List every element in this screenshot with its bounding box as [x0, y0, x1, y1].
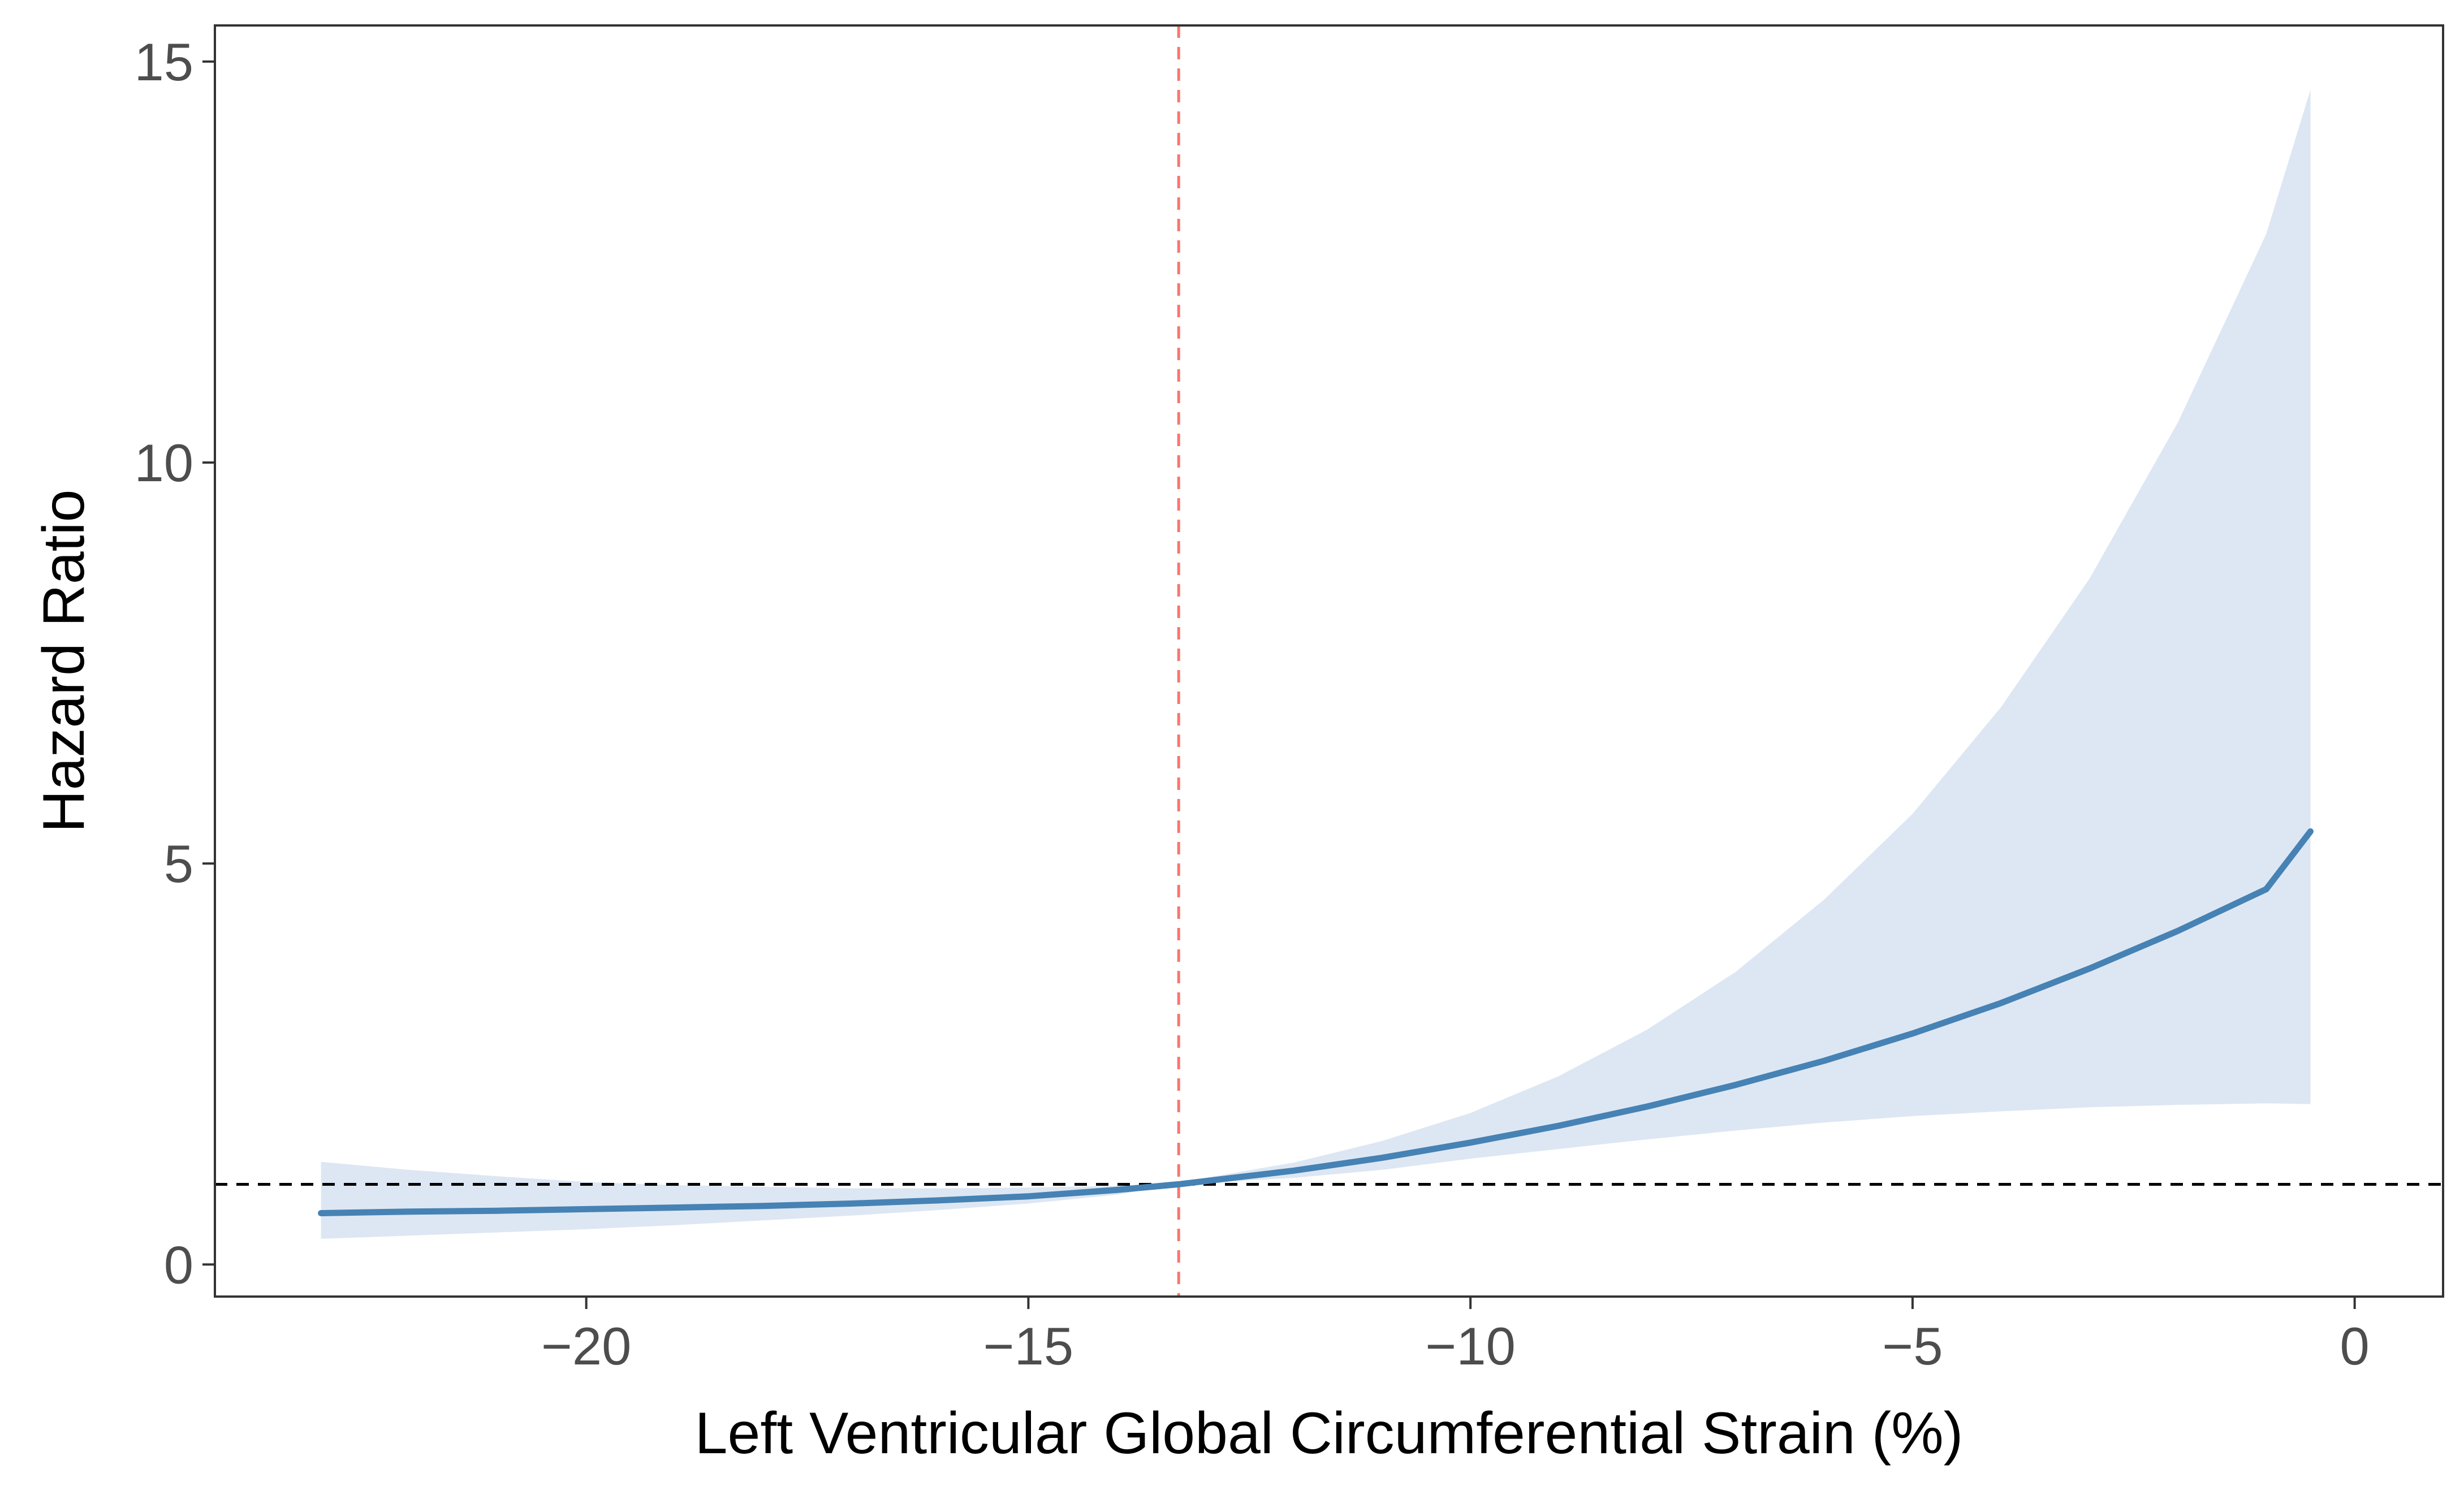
y-axis-title: Hazard Ratio: [31, 490, 97, 833]
x-tick-label: −10: [1425, 1316, 1515, 1376]
x-tick-label: −20: [541, 1316, 631, 1376]
y-tick-label: 10: [134, 433, 193, 493]
y-axis: 0 5 10 15: [134, 32, 215, 1294]
x-axis: −20 −15 −10 −5 0: [541, 1297, 2370, 1376]
y-tick-label: 0: [164, 1235, 193, 1294]
confidence-band: [321, 89, 2311, 1239]
panel-border: [214, 24, 2444, 1298]
x-tick-label: −15: [983, 1316, 1073, 1376]
y-tick-label: 15: [134, 32, 193, 92]
x-tick-label: 0: [2340, 1316, 2370, 1376]
y-tick-label: 5: [164, 834, 193, 893]
hazard-ratio-line: [318, 828, 2314, 1216]
x-axis-title: Left Ventricular Global Circumferential …: [695, 1401, 1964, 1466]
plot-area: [215, 25, 2443, 1297]
x-tick-label: −5: [1882, 1316, 1943, 1376]
